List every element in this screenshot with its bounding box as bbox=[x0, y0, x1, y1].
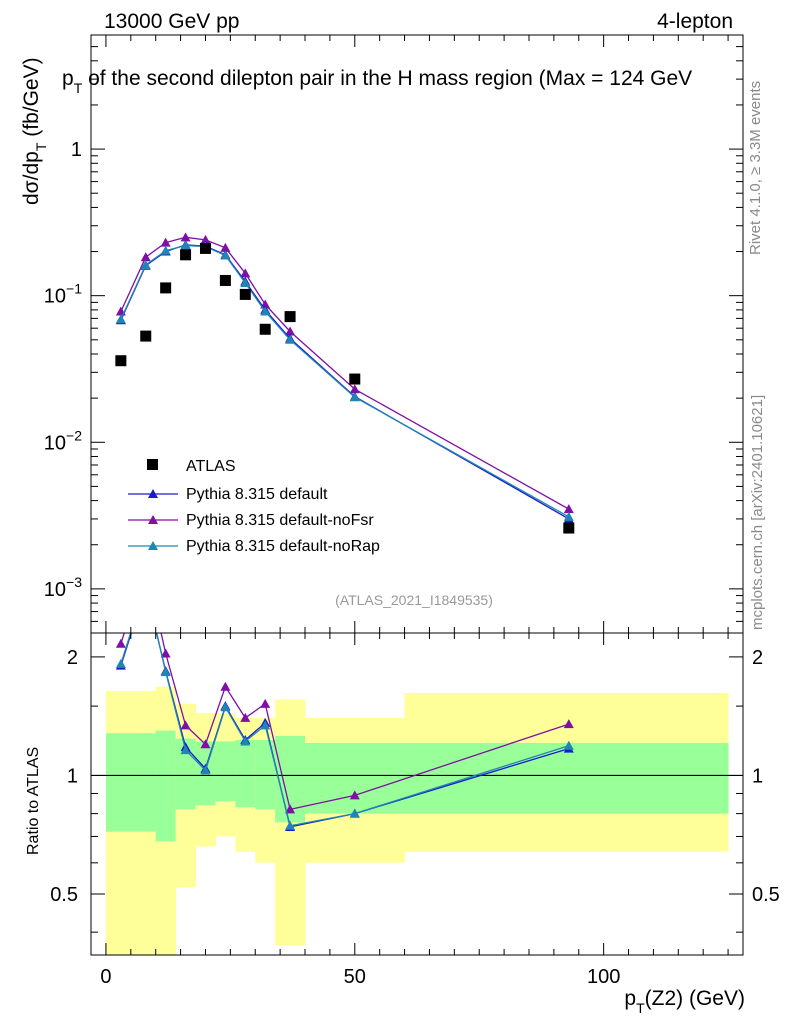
ratio-point-nofsr bbox=[260, 698, 271, 708]
axes bbox=[90, 34, 744, 956]
ratio-frame bbox=[90, 632, 744, 956]
ratio-point-norap bbox=[240, 736, 251, 746]
y-tick-label: 10−3 bbox=[44, 574, 82, 601]
series-point-nofsr bbox=[180, 232, 191, 242]
ratio-point-nofsr bbox=[200, 739, 211, 749]
ratio-point-norap bbox=[285, 820, 296, 830]
legend: ATLAS Pythia 8.315 default Pythia 8.315 … bbox=[128, 458, 380, 555]
band-inner bbox=[155, 730, 177, 842]
y-tick-label: 10−1 bbox=[44, 281, 82, 308]
ratio-point-nofsr bbox=[160, 648, 171, 658]
ratio-uncertainty-bands bbox=[105, 686, 729, 955]
series-point-norap bbox=[563, 511, 574, 521]
ratio-point-norap bbox=[200, 765, 211, 775]
data-point-atlas bbox=[180, 249, 192, 261]
data-point-atlas bbox=[115, 355, 127, 367]
series-point-norap bbox=[260, 306, 271, 316]
series-point-nofsr bbox=[140, 252, 151, 262]
series-point-nofsr bbox=[160, 237, 171, 247]
process-label: 4-lepton bbox=[657, 10, 733, 33]
ratio-tick-label-right: 2 bbox=[752, 647, 763, 669]
ratio-point-nofsr bbox=[115, 638, 126, 648]
data-point-atlas bbox=[259, 323, 271, 335]
y-tick-label: 10−2 bbox=[44, 427, 82, 454]
series-point-nofsr bbox=[563, 504, 574, 514]
series-point-norap bbox=[220, 250, 231, 260]
legend-atlas-label: ATLAS bbox=[186, 458, 236, 475]
x-axis-label: pT(Z2) (GeV) bbox=[624, 987, 745, 1016]
mcplots-label: mcplots.cern.ch [arXiv:2401.10621] bbox=[749, 395, 766, 630]
data-point-atlas bbox=[239, 288, 251, 300]
data-point-atlas bbox=[563, 522, 575, 534]
ratio-point-nofsr bbox=[349, 790, 360, 800]
data-point-atlas bbox=[140, 330, 152, 342]
series-point-norap bbox=[140, 259, 151, 269]
series-point-nofsr bbox=[240, 268, 251, 278]
ratio-point-nofsr bbox=[180, 720, 191, 730]
ratio-point-nofsr bbox=[141, 559, 151, 568]
series-point-nofsr bbox=[285, 326, 296, 336]
series-point-norap bbox=[115, 314, 126, 324]
legend-norap-marker bbox=[148, 541, 158, 550]
ratio-point-norap bbox=[180, 745, 191, 755]
rivet-label: Rivet 4.1.0, ≥ 3.3M events bbox=[747, 81, 764, 255]
series-point-nofsr bbox=[349, 384, 360, 394]
data-point-atlas bbox=[284, 311, 296, 323]
ratio-point-norap bbox=[160, 667, 171, 677]
data-point-atlas bbox=[219, 274, 231, 286]
data-point-atlas bbox=[349, 373, 361, 385]
series-point-nofsr bbox=[220, 242, 231, 252]
series-point-norap bbox=[160, 245, 171, 255]
ratio-point-default bbox=[141, 583, 151, 592]
ratio-tick-label-right: 1 bbox=[752, 765, 763, 787]
y-tick-label: 1 bbox=[71, 139, 82, 161]
ratio-tick-label-left: 1 bbox=[67, 765, 78, 787]
legend-atlas-marker bbox=[147, 459, 158, 470]
band-inner bbox=[215, 741, 236, 802]
band-inner bbox=[404, 742, 729, 814]
main-panel-marks bbox=[115, 232, 575, 534]
x-tick-label: 50 bbox=[344, 966, 366, 988]
ratio-panel-marks bbox=[115, 559, 574, 831]
ratio-axis-label: Ratio to ATLAS bbox=[25, 747, 42, 855]
ratio-point-norap bbox=[220, 702, 231, 712]
y-axis-label: dσ/dpT (fb/GeV) bbox=[20, 57, 49, 205]
ratio-tick-label-left: 2 bbox=[67, 647, 78, 669]
ratio-point-norap bbox=[563, 740, 574, 750]
legend-nofsr-label: Pythia 8.315 default-noFsr bbox=[186, 512, 374, 529]
series-line-default bbox=[120, 244, 570, 520]
band-inner bbox=[235, 740, 256, 808]
ratio-point-norap bbox=[141, 580, 151, 589]
data-point-atlas bbox=[160, 282, 172, 294]
energy-label: 13000 GeV pp bbox=[104, 10, 239, 33]
data-point-atlas bbox=[199, 242, 211, 254]
x-tick-label: 0 bbox=[100, 966, 111, 988]
ratio-point-norap bbox=[115, 658, 126, 668]
ratio-point-nofsr bbox=[563, 719, 574, 729]
ratio-tick-label-left: 0.5 bbox=[50, 884, 78, 906]
ratio-point-nofsr bbox=[285, 804, 296, 814]
analysis-watermark: (ATLAS_2021_I1849535) bbox=[335, 592, 493, 608]
legend-default-label: Pythia 8.315 default bbox=[186, 486, 328, 503]
series-point-norap bbox=[180, 240, 191, 250]
ratio-point-norap bbox=[349, 808, 360, 818]
band-inner bbox=[305, 742, 406, 814]
ratio-tick-label-right: 0.5 bbox=[752, 884, 780, 906]
legend-norap-label: Pythia 8.315 default-noRap bbox=[186, 538, 380, 555]
series-point-nofsr bbox=[200, 234, 211, 244]
band-inner bbox=[255, 740, 276, 810]
legend-default-marker bbox=[148, 489, 158, 498]
tick-marks: 0 50 100 10−3 10−2 10−1 1 0.5 0.5 1 1 2 2 bbox=[44, 34, 780, 988]
legend-nofsr-marker bbox=[148, 515, 158, 524]
x-tick-label: 100 bbox=[587, 966, 620, 988]
series-point-norap bbox=[285, 334, 296, 344]
ratio-point-norap bbox=[260, 720, 271, 730]
ratio-point-nofsr bbox=[240, 712, 251, 722]
plot-title: pT of the second dilepton pair in the H … bbox=[62, 67, 692, 96]
series-point-norap bbox=[349, 392, 360, 402]
band-inner bbox=[105, 733, 157, 832]
series-point-norap bbox=[240, 278, 251, 288]
ratio-point-nofsr bbox=[220, 681, 231, 691]
